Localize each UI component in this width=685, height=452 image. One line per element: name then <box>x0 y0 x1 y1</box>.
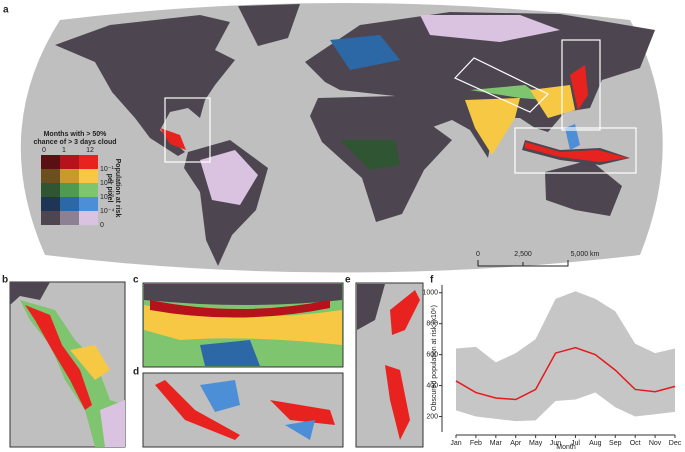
panel-label: e <box>345 275 351 286</box>
x-tick-label: Mar <box>490 440 503 447</box>
population-title: Population at risk <box>114 159 121 218</box>
legend-title: Months with > 50% <box>44 131 108 138</box>
legend-swatch <box>79 183 98 197</box>
y-tick-label: 200 <box>426 413 438 420</box>
panel-label: a <box>3 5 9 16</box>
central-america-risk <box>160 128 186 150</box>
x-tick-label: Oct <box>630 440 641 447</box>
population-label: 0 <box>100 222 104 229</box>
himalaya-risk <box>470 85 545 100</box>
legend-swatch <box>60 211 79 225</box>
y-axis-label: Obscured population at risk (x10⁶) <box>431 305 438 411</box>
legend-swatch <box>41 155 60 169</box>
uncertainty-band <box>456 291 675 422</box>
legend-swatch <box>60 197 79 211</box>
scale-label: 2,500 <box>514 251 532 258</box>
indonesia-risk <box>525 142 628 162</box>
x-tick-label: Jun <box>550 440 561 447</box>
population-label: 10⁻¹ <box>100 166 114 173</box>
line-chart: Obscured population at risk (x10⁶) Month… <box>422 285 682 451</box>
month-label: 12 <box>86 147 94 154</box>
inset-b <box>9 281 126 448</box>
x-tick-label: Feb <box>470 440 482 447</box>
legend-swatch <box>41 183 60 197</box>
inset-risk <box>200 380 240 412</box>
inset-risk <box>385 365 410 440</box>
inset-land <box>10 282 50 305</box>
japan-risk <box>570 65 588 110</box>
inset-risk <box>25 305 92 410</box>
inset-land <box>357 284 385 330</box>
legend-swatch <box>41 169 60 183</box>
inset-c <box>142 282 344 368</box>
x-tick-label: Sep <box>609 440 622 447</box>
north-america <box>55 15 235 156</box>
scale-line <box>477 260 569 267</box>
population-label: 10⁻² <box>100 180 114 187</box>
month-label: 0 <box>42 147 46 154</box>
population-label: 10⁻³ <box>100 194 114 201</box>
scale-label: 0 <box>476 251 480 258</box>
congo-risk <box>340 140 400 170</box>
legend-swatch <box>60 169 79 183</box>
australia <box>545 160 622 216</box>
inset-risk <box>390 290 420 335</box>
legend-swatch <box>41 197 60 211</box>
inset-e <box>355 282 424 448</box>
legend-title: chance of > 3 days cloud <box>33 139 116 146</box>
population-label: 10⁻⁴ <box>100 208 115 215</box>
eurasia <box>305 12 655 158</box>
inset-land <box>144 284 342 305</box>
inset-risk <box>200 340 260 366</box>
scale-label: 5,000 km <box>571 251 600 258</box>
x-tick-label: Dec <box>669 440 682 447</box>
legend-swatch <box>79 211 98 225</box>
y-tick-label: 800 <box>426 321 438 328</box>
x-tick-label: Aug <box>589 440 602 447</box>
india-risk <box>465 98 520 155</box>
x-tick-label: May <box>529 440 543 447</box>
panel-label: b <box>2 275 8 286</box>
legend-swatch <box>79 155 98 169</box>
inset-risk <box>285 420 315 440</box>
legend-swatch <box>41 211 60 225</box>
inset-box-e <box>561 39 601 131</box>
legend-swatch <box>79 169 98 183</box>
median-line <box>455 346 676 401</box>
inset-cloud <box>100 400 125 447</box>
inset-risk <box>70 345 110 380</box>
inset-risk <box>155 380 240 440</box>
scale-bar: 0 2,500 5,000 km <box>476 251 600 267</box>
inset-risk <box>150 300 330 318</box>
inset-risk <box>270 400 335 425</box>
legend: Months with > 50% chance of > 3 days clo… <box>33 131 121 229</box>
x-tick-label: Jul <box>571 440 580 447</box>
x-axis-label: Month <box>556 444 576 451</box>
month-label: 1 <box>62 147 66 154</box>
inset-box-d <box>514 127 637 174</box>
europe-risk <box>330 35 400 70</box>
population-title: per pixel <box>106 174 113 203</box>
legend-swatch <box>60 183 79 197</box>
x-tick-label: Nov <box>649 440 662 447</box>
y-tick-label: 1000 <box>422 290 438 297</box>
greenland <box>238 4 300 46</box>
panel-label: f <box>430 275 434 286</box>
china-risk <box>530 85 575 118</box>
inset-box-b <box>164 97 211 163</box>
legend-swatch <box>79 197 98 211</box>
y-tick-label: 400 <box>426 382 438 389</box>
amazon-cloud <box>200 150 258 205</box>
siberia-cloud <box>420 15 560 42</box>
x-tick-label: Jan <box>450 440 461 447</box>
panel-label: d <box>133 367 139 378</box>
legend-swatch <box>60 155 79 169</box>
inset-d <box>142 372 344 448</box>
inset-box-c <box>453 57 550 113</box>
y-tick-label: 600 <box>426 351 438 358</box>
x-tick-label: Apr <box>510 440 522 447</box>
panel-label: c <box>133 275 139 286</box>
world-map <box>20 3 663 273</box>
